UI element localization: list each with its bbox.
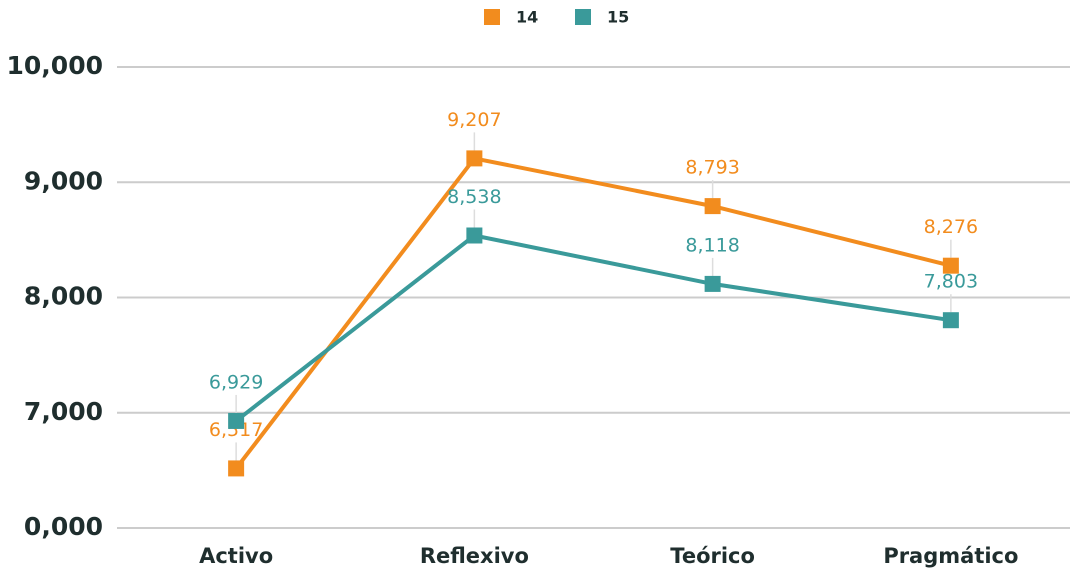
point [228,460,245,477]
value-label: 7,803 [924,271,978,293]
x-tick-label: Teórico [670,544,755,568]
point [942,312,959,329]
point [466,150,483,167]
point [704,275,721,292]
y-tick-label: 7,000 [24,397,103,426]
legend-label: 15 [607,8,629,27]
y-tick-label: 0,000 [24,512,103,541]
value-label: 6,517 [209,419,263,441]
value-label: 8,538 [447,186,501,208]
series-line [234,156,952,470]
point [228,412,245,429]
point [704,198,721,215]
y-tick-label: 9,000 [24,166,103,195]
y-tick-label: 10,000 [7,51,103,80]
value-label: 8,276 [924,216,978,238]
x-tick-label: Reflexivo [420,544,529,568]
x-tick-label: Pragmático [883,544,1018,568]
value-label: 8,118 [685,234,739,256]
point [942,257,959,274]
value-label: 6,929 [209,371,263,393]
legend-label: 14 [516,8,538,27]
value-label: 8,793 [685,157,739,179]
x-tick-label: Activo [199,544,273,568]
series-line [234,233,952,423]
legend-swatch [484,9,500,25]
legend-swatch [575,9,591,25]
value-label: 9,207 [447,109,501,131]
y-tick-label: 8,000 [24,282,103,311]
point [466,227,483,244]
